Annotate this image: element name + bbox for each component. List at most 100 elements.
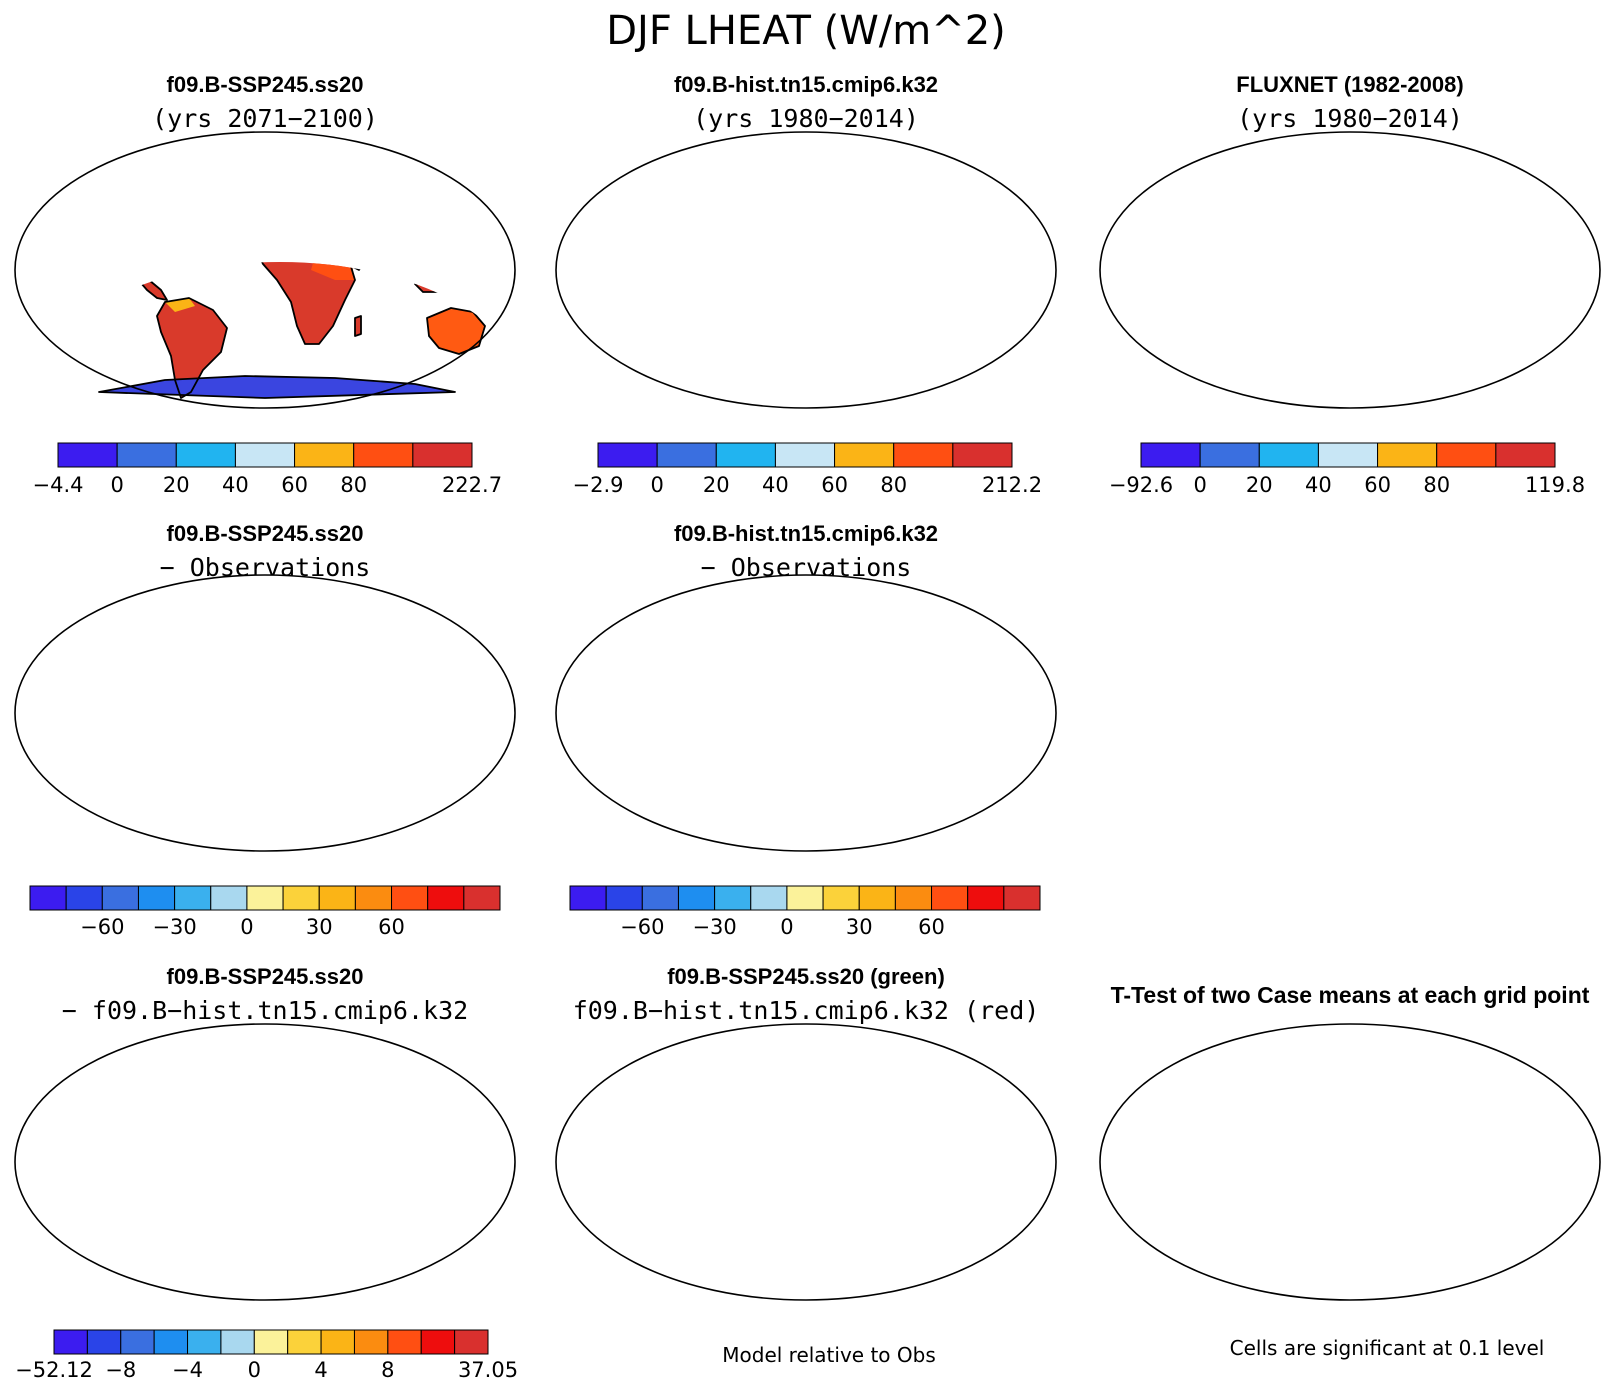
map-panel-p4: f09.B-SSP245.ss20− Observations bbox=[14, 521, 516, 852]
colorbar-label: −60 bbox=[80, 915, 124, 939]
colorbar-label: 0 bbox=[248, 1358, 261, 1380]
colorbar-box bbox=[714, 885, 752, 911]
colorbar-box bbox=[253, 1329, 289, 1355]
map-panels: f09.B-SSP245.ss20 (yrs 2071−2100) f09.B-hi… bbox=[14, 72, 1601, 1301]
map-panel-p2: f09.B-hist.tn15.cmip6.k32 (yrs 1980−2014) bbox=[555, 72, 1057, 409]
colorbar-box bbox=[86, 1329, 122, 1355]
colorbar-box bbox=[931, 885, 969, 911]
colorbar-box bbox=[287, 1329, 322, 1355]
colorbar-box bbox=[387, 1329, 422, 1355]
map-border bbox=[14, 131, 516, 409]
colorbar-box bbox=[786, 885, 824, 911]
colorbar-label: −60 bbox=[620, 915, 664, 939]
colorbar-box bbox=[187, 1329, 222, 1355]
colorbar-box bbox=[120, 1329, 155, 1355]
colorbar-label: 30 bbox=[846, 915, 873, 939]
colorbar-label: 40 bbox=[762, 473, 789, 497]
panel-title: T-Test of two Case means at each grid po… bbox=[1111, 982, 1590, 1008]
colorbar-label: 20 bbox=[703, 473, 730, 497]
colorbar-box bbox=[353, 442, 414, 468]
colorbar-label: 20 bbox=[163, 473, 190, 497]
colorbar-box bbox=[53, 1329, 88, 1355]
map-border bbox=[555, 131, 1057, 409]
map-panel-p9: T-Test of two Case means at each grid po… bbox=[1099, 982, 1601, 1301]
colorbar-box bbox=[391, 885, 429, 911]
colorbar-label: −30 bbox=[692, 915, 736, 939]
colorbar-label: 0 bbox=[780, 915, 793, 939]
panel-title: f09.B-hist.tn15.cmip6.k32 bbox=[674, 521, 938, 546]
colorbar-cb1: −4.4 0 20 40 60 80 222.7 bbox=[33, 442, 502, 497]
colorbar-box bbox=[1495, 442, 1556, 468]
colorbar-box bbox=[715, 442, 776, 468]
panel-title: f09.B-SSP245.ss20 bbox=[167, 964, 364, 989]
colorbar-label: 37.05 bbox=[458, 1358, 518, 1380]
colorbar-box bbox=[774, 442, 836, 468]
colorbar-box bbox=[834, 442, 895, 468]
coastline-africa bbox=[254, 262, 356, 345]
colorbar-box bbox=[353, 1329, 389, 1355]
map-ocean bbox=[556, 132, 1056, 408]
colorbar-box bbox=[101, 885, 139, 911]
colorbar-box bbox=[894, 885, 933, 911]
panel-subtitle: (yrs 1980−2014) bbox=[1237, 104, 1463, 133]
colorbar-label: 212.2 bbox=[982, 473, 1042, 497]
colorbar-label: 80 bbox=[340, 473, 367, 497]
colorbar-label: 80 bbox=[880, 473, 907, 497]
colorbar-label: 60 bbox=[918, 915, 945, 939]
panel-subtitle: (yrs 1980−2014) bbox=[693, 104, 919, 133]
map-panel-p8: f09.B-SSP245.ss20 (green) f09.B−hist.tn15… bbox=[555, 964, 1057, 1301]
map-ocean bbox=[1100, 1024, 1600, 1300]
colorbar-box bbox=[427, 885, 465, 911]
colorbar-box bbox=[57, 442, 118, 468]
colorbar-box bbox=[677, 885, 716, 911]
colorbar-box bbox=[153, 1329, 189, 1355]
colorbar-label: 60 bbox=[378, 915, 405, 939]
colorbar-box bbox=[750, 885, 788, 911]
map-ocean bbox=[15, 132, 515, 408]
panel-subtitle: (yrs 2071−2100) bbox=[152, 104, 378, 133]
bottom-right-note: Cells are significant at 0.1 level bbox=[1230, 1336, 1545, 1360]
colorbar-box bbox=[1199, 442, 1260, 468]
colorbar-label: 20 bbox=[1246, 473, 1273, 497]
coastline-madag bbox=[354, 315, 362, 337]
colorbar-label: 60 bbox=[1364, 473, 1391, 497]
colorbar-label: 60 bbox=[281, 473, 308, 497]
colorbar-label: 0 bbox=[1193, 473, 1206, 497]
colorbar-label: 8 bbox=[381, 1358, 394, 1380]
figure-title: DJF LHEAT (W/m^2) bbox=[606, 8, 1006, 54]
map-panel-p5: f09.B-hist.tn15.cmip6.k32− Observations bbox=[555, 521, 1057, 852]
colorbar-box bbox=[605, 885, 643, 911]
colorbar-box bbox=[116, 442, 177, 468]
panel-title: f09.B-SSP245.ss20 (green) bbox=[667, 964, 945, 989]
colorbar-box bbox=[412, 442, 473, 468]
land-madag bbox=[355, 316, 361, 336]
map-border bbox=[14, 574, 516, 852]
colorbar-label: −92.6 bbox=[1109, 473, 1173, 497]
colorbar-label: −4 bbox=[172, 1358, 203, 1380]
map-border bbox=[14, 1023, 516, 1301]
colorbar-box bbox=[1140, 442, 1201, 468]
colorbar-box bbox=[318, 885, 356, 911]
colorbar-label: 0 bbox=[650, 473, 663, 497]
colorbar-cb7: −52.12 −8 −4 0 4 8 37.05 bbox=[15, 1329, 518, 1380]
colorbar-box bbox=[569, 885, 607, 911]
coastline-australia bbox=[426, 307, 486, 355]
colorbar-box bbox=[858, 885, 896, 911]
map-ocean bbox=[15, 575, 515, 851]
map-border bbox=[1099, 131, 1601, 409]
panel-title: f09.B-hist.tn15.cmip6.k32 bbox=[674, 72, 938, 97]
colorbar-label: −2.9 bbox=[573, 473, 624, 497]
colorbar-label: 40 bbox=[222, 473, 249, 497]
colorbar-box bbox=[822, 885, 860, 911]
colorbar-cb2: −2.9 0 20 40 60 80 212.2 bbox=[573, 442, 1042, 497]
panel-title: f09.B-SSP245.ss20 bbox=[167, 521, 364, 546]
field-patch bbox=[311, 262, 355, 280]
colorbar-box bbox=[1003, 885, 1041, 911]
bottom-middle-note: Model relative to Obs bbox=[722, 1343, 936, 1367]
map-border bbox=[1099, 1023, 1601, 1301]
colorbar-box bbox=[220, 1329, 255, 1355]
colorbar-label: 0 bbox=[110, 473, 123, 497]
colorbar-box bbox=[65, 885, 103, 911]
colorbar-box bbox=[320, 1329, 355, 1355]
colorbar-box bbox=[597, 442, 658, 468]
